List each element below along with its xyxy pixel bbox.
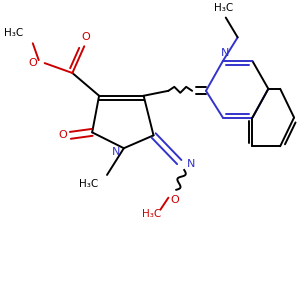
Text: O: O <box>28 58 37 68</box>
Text: O: O <box>82 32 91 42</box>
Text: H₃C: H₃C <box>4 28 23 38</box>
Text: N: N <box>220 48 229 58</box>
Text: N: N <box>112 147 120 157</box>
Text: N: N <box>187 159 196 169</box>
Text: H₃C: H₃C <box>214 3 233 13</box>
Text: H₃C: H₃C <box>142 208 161 218</box>
Text: H₃C: H₃C <box>79 179 98 189</box>
Text: O: O <box>170 195 179 205</box>
Text: O: O <box>58 130 67 140</box>
